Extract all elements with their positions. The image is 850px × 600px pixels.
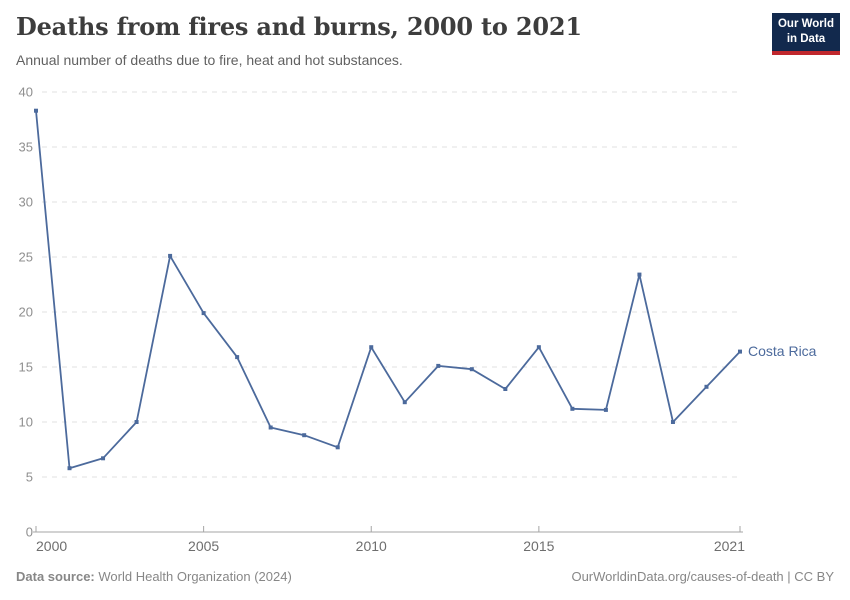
data-point-2002 bbox=[101, 456, 106, 461]
page-title: Deaths from fires and burns, 2000 to 202… bbox=[16, 12, 582, 41]
data-point-2010 bbox=[369, 345, 374, 350]
data-point-2018 bbox=[637, 272, 642, 277]
y-axis-tick-label: 20 bbox=[19, 305, 33, 320]
data-point-2008 bbox=[302, 433, 307, 438]
data-point-2003 bbox=[134, 420, 139, 424]
data-point-2004 bbox=[168, 253, 173, 258]
data-point-2020 bbox=[704, 384, 709, 389]
data-point-2006 bbox=[235, 355, 240, 360]
data-point-2016 bbox=[570, 406, 575, 411]
owid-logo-line2: in Data bbox=[786, 32, 826, 45]
y-axis-tick-label: 35 bbox=[19, 140, 33, 155]
data-source-label: Data source: bbox=[16, 569, 95, 584]
y-axis-tick-label: 0 bbox=[26, 525, 33, 540]
data-source-value: World Health Organization (2024) bbox=[98, 569, 292, 584]
y-axis-tick-label: 10 bbox=[19, 415, 33, 430]
owid-logo: Our World in Data bbox=[772, 13, 840, 55]
y-axis-tick-label: 15 bbox=[19, 360, 33, 375]
data-point-2015 bbox=[536, 345, 541, 350]
data-point-2011 bbox=[402, 400, 407, 405]
owid-logo-line1: Our World bbox=[777, 18, 834, 30]
data-source: Data source: World Health Organization (… bbox=[16, 569, 292, 584]
chart-subtitle: Annual number of deaths due to fire, hea… bbox=[16, 52, 403, 68]
data-point-2009 bbox=[335, 445, 340, 450]
y-axis-tick-label: 25 bbox=[19, 250, 33, 265]
x-axis-tick-label: 2000 bbox=[36, 538, 67, 554]
credit-text: OurWorldinData.org/causes-of-death | CC … bbox=[571, 569, 834, 584]
data-point-2014 bbox=[503, 387, 508, 391]
data-point-2017 bbox=[603, 407, 608, 412]
data-point-2001 bbox=[67, 466, 72, 471]
y-axis-tick-label: 40 bbox=[19, 85, 33, 100]
data-point-2007 bbox=[268, 425, 273, 430]
y-axis-tick-label: 30 bbox=[19, 195, 33, 210]
trend-line bbox=[35, 109, 741, 470]
x-axis-tick-label: 2010 bbox=[356, 538, 387, 554]
data-point-2019 bbox=[670, 420, 675, 424]
data-point-2005 bbox=[201, 311, 206, 316]
data-point-2000 bbox=[34, 108, 38, 113]
y-axis-tick-label: 5 bbox=[26, 470, 33, 485]
data-point-2013 bbox=[469, 367, 474, 372]
data-point-2021 bbox=[738, 349, 742, 354]
data-point-2012 bbox=[436, 363, 441, 368]
x-axis-tick-label: 2021 bbox=[714, 538, 745, 554]
x-axis-tick-label: 2015 bbox=[523, 538, 554, 554]
x-axis-tick-label: 2005 bbox=[188, 538, 219, 554]
series-label: Costa Rica bbox=[748, 343, 817, 359]
